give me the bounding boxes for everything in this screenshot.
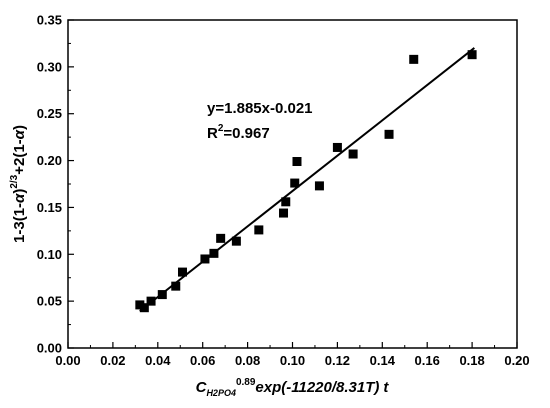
y-axis-title: 1-3(1-α)2/3+2(1-α)	[9, 125, 28, 243]
data-point	[348, 149, 358, 159]
data-point	[409, 54, 419, 64]
data-point	[139, 303, 149, 313]
regression-line	[139, 47, 475, 312]
data-point	[177, 267, 187, 277]
data-point	[157, 290, 167, 300]
x-tick-label: 0.02	[100, 353, 125, 368]
y-tick-label: 0.15	[37, 200, 62, 215]
x-tick-label: 0.06	[190, 353, 215, 368]
y-tick-label: 0.10	[37, 247, 62, 262]
r-squared: R2=0.967	[207, 123, 270, 142]
x-tick-label: 0.16	[415, 353, 440, 368]
y-tick-label: 0.00	[37, 341, 62, 356]
x-tick-label: 0.12	[325, 353, 350, 368]
y-tick-label: 0.35	[37, 13, 62, 28]
data-point	[332, 142, 342, 152]
x-tick-label: 0.10	[280, 353, 305, 368]
y-tick-label: 0.25	[37, 106, 62, 121]
data-point	[254, 225, 264, 235]
data-point	[146, 296, 156, 306]
data-point	[231, 236, 241, 246]
data-points	[135, 50, 477, 313]
y-tick-label: 0.05	[37, 294, 62, 309]
data-point	[171, 281, 181, 291]
data-point	[467, 50, 477, 60]
y-tick-label: 0.20	[37, 153, 62, 168]
data-point	[290, 178, 300, 188]
data-point	[384, 129, 394, 139]
x-tick-label: 0.14	[370, 353, 396, 368]
x-axis-title: CH2PO40.89exp(-11220/8.31T) t	[196, 377, 390, 398]
x-axis: 0.00 0.02 0.04 0.06 0.08 0.10 0.12 0.14 0.16 0.18…	[55, 342, 530, 368]
x-tick-label: 0.08	[235, 353, 260, 368]
data-point	[216, 233, 226, 243]
x-tick-label: 0.18	[459, 353, 484, 368]
data-point	[209, 248, 219, 258]
data-point	[314, 181, 324, 191]
x-tick-label: 0.20	[504, 353, 529, 368]
data-point	[281, 197, 291, 207]
x-tick-label: 0.00	[55, 353, 80, 368]
x-tick-label: 0.04	[145, 353, 171, 368]
data-point	[292, 157, 302, 167]
y-tick-label: 0.30	[37, 59, 62, 74]
fit-equation: y=1.885x-0.021	[207, 100, 313, 117]
data-point	[200, 254, 210, 264]
data-point	[279, 208, 289, 218]
y-axis: 0.00 0.05 0.10 0.15 0.20 0.25 0.30 0.35	[37, 13, 74, 356]
